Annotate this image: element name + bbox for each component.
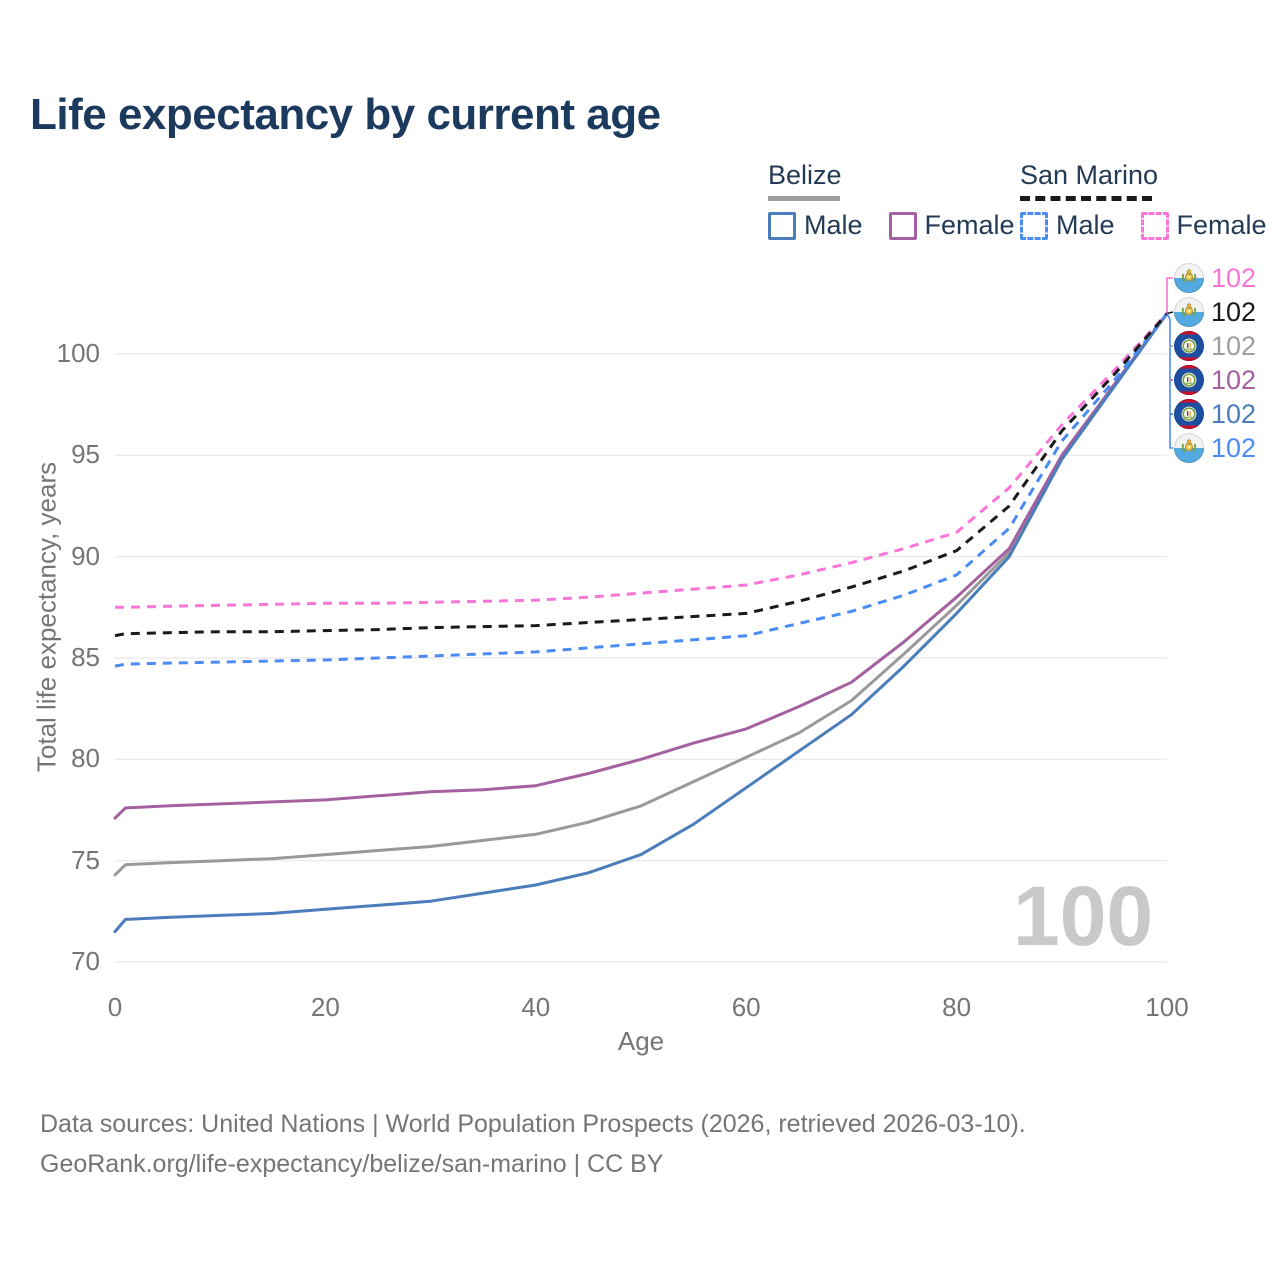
san-marino-flag-icon bbox=[1174, 433, 1204, 463]
legend-item-belize-female[interactable]: Female bbox=[888, 210, 1015, 241]
y-tick-label: 75 bbox=[71, 844, 100, 875]
leader-line bbox=[1166, 311, 1174, 315]
x-axis-title: Age bbox=[617, 1026, 665, 1056]
legend-underline-belize-solid bbox=[768, 196, 840, 201]
legend-item-san-marino-male[interactable]: Male bbox=[1020, 210, 1115, 241]
x-tick-label: 20 bbox=[310, 992, 340, 1022]
end-label-belize-female: 102 bbox=[1174, 364, 1256, 396]
legend-country-san-marino[interactable]: San Marino bbox=[1020, 160, 1159, 190]
end-label-value: 102 bbox=[1211, 330, 1257, 361]
end-label-san-marino-male: 102 bbox=[1174, 432, 1256, 464]
end-label-san-marino-total: 102 bbox=[1174, 296, 1256, 328]
series-line-san-marino-male[interactable] bbox=[114, 312, 1169, 668]
legend-item-san-marino-female[interactable]: Female bbox=[1140, 210, 1267, 241]
y-tick-label: 70 bbox=[71, 946, 100, 976]
x-tick-label: 40 bbox=[521, 992, 551, 1022]
data-sources-note: Data sources: United Nations | World Pop… bbox=[40, 1110, 1026, 1138]
series-line-belize-male[interactable] bbox=[113, 312, 1169, 934]
legend-item-label: Female bbox=[924, 210, 1015, 240]
end-label-value: 102 bbox=[1211, 262, 1257, 293]
legend-group-san-marino: San Marino Male Female bbox=[1020, 160, 1267, 241]
legend-swatch[interactable] bbox=[1140, 211, 1169, 240]
san-marino-flag-icon bbox=[1174, 297, 1204, 327]
y-axis-title: Total life expectancy, years bbox=[31, 461, 62, 773]
legend-group-belize: Belize Male Female bbox=[768, 160, 1015, 241]
san-marino-flag-icon bbox=[1174, 263, 1204, 293]
series-line-belize-total[interactable] bbox=[113, 312, 1169, 877]
x-tick-label: 60 bbox=[731, 992, 761, 1022]
age-watermark: 100 bbox=[1013, 869, 1154, 963]
legend-swatch[interactable] bbox=[888, 211, 917, 240]
x-tick-label: 0 bbox=[107, 992, 123, 1022]
series-line-san-marino-total[interactable] bbox=[114, 312, 1169, 638]
end-label-belize-total: 102 bbox=[1174, 330, 1256, 362]
legend-items-san-marino: Male Female bbox=[1020, 210, 1267, 241]
leader-line bbox=[1166, 313, 1173, 449]
belize-flag-icon bbox=[1174, 365, 1204, 395]
leader-line bbox=[1166, 277, 1173, 314]
legend-item-label: Male bbox=[1056, 210, 1115, 240]
series-line-san-marino-female[interactable] bbox=[115, 312, 1169, 609]
legend-swatch[interactable] bbox=[768, 211, 796, 240]
end-label-value: 102 bbox=[1211, 296, 1257, 327]
end-label-value: 102 bbox=[1211, 432, 1257, 463]
legend-country-belize[interactable]: Belize bbox=[768, 160, 842, 190]
y-tick-label: 85 bbox=[71, 642, 100, 672]
legend-item-belize-male[interactable]: Male bbox=[768, 210, 863, 241]
end-label-san-marino-female: 102 bbox=[1174, 262, 1256, 294]
attribution-note: GeoRank.org/life-expectancy/belize/san-m… bbox=[40, 1150, 664, 1178]
end-label-value: 102 bbox=[1211, 398, 1257, 429]
x-tick-label: 80 bbox=[942, 992, 972, 1022]
belize-flag-icon bbox=[1174, 331, 1204, 361]
y-tick-label: 80 bbox=[71, 743, 100, 774]
legend-item-label: Female bbox=[1176, 210, 1267, 240]
belize-flag-icon bbox=[1174, 399, 1204, 429]
legend-item-label: Male bbox=[804, 210, 863, 240]
y-tick-label: 95 bbox=[71, 439, 100, 470]
y-tick-label: 90 bbox=[71, 540, 100, 571]
series-line-belize-female[interactable] bbox=[113, 312, 1169, 820]
end-label-belize-male: 102 bbox=[1174, 398, 1256, 430]
legend-items-belize: Male Female bbox=[768, 210, 1015, 241]
y-tick-label: 100 bbox=[56, 338, 100, 368]
legend-underline-san-marino-dashed bbox=[1020, 196, 1152, 201]
legend-swatch[interactable] bbox=[1020, 211, 1048, 240]
end-label-value: 102 bbox=[1211, 364, 1257, 395]
page-title: Life expectancy by current age bbox=[30, 90, 661, 139]
x-tick-label: 100 bbox=[1145, 992, 1189, 1022]
